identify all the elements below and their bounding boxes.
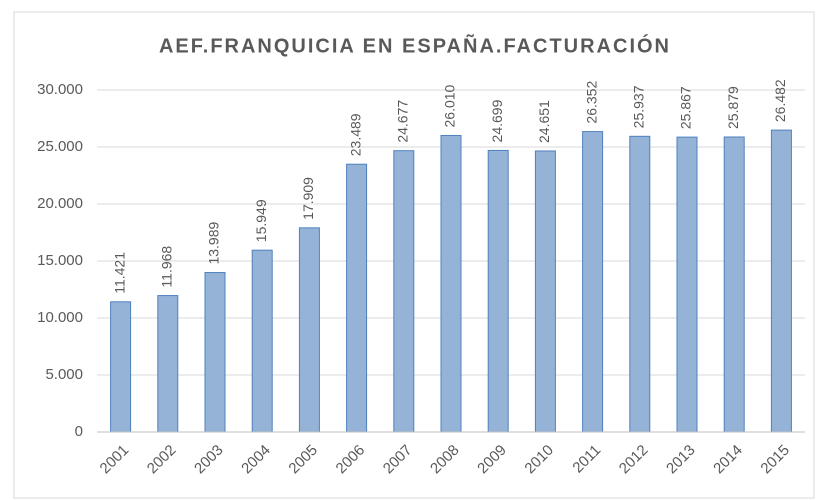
data-label: 26.010 — [442, 84, 458, 127]
data-label: 26.482 — [772, 79, 788, 122]
y-tick-label: 0 — [75, 423, 83, 440]
bar — [487, 149, 509, 433]
chart-title: AEF.FRANQUICIA EN ESPAÑA.FACTURACIÓN — [159, 33, 671, 57]
bar — [629, 135, 651, 433]
bar — [723, 136, 745, 433]
data-label: 24.677 — [395, 100, 411, 143]
data-label: 24.651 — [536, 100, 552, 143]
data-label: 25.937 — [631, 85, 647, 128]
y-tick-label: 30.000 — [37, 81, 83, 98]
data-label: 17.909 — [300, 177, 316, 220]
bar — [676, 136, 698, 433]
y-tick-label: 5.000 — [45, 366, 83, 383]
data-label: 15.949 — [253, 199, 269, 242]
data-label: 11.421 — [111, 252, 127, 294]
data-label: 25.867 — [678, 86, 694, 129]
y-tick-label: 20.000 — [37, 195, 83, 212]
data-label: 23.489 — [347, 113, 363, 156]
bar — [582, 131, 604, 433]
y-tick-label: 15.000 — [37, 252, 83, 269]
data-label: 13.989 — [206, 221, 222, 264]
bar — [346, 163, 368, 433]
data-label: 25.879 — [725, 86, 741, 129]
data-label: 24.699 — [489, 99, 505, 142]
bar — [157, 295, 179, 433]
bar — [251, 249, 273, 433]
bar — [298, 227, 320, 433]
bar — [110, 301, 132, 433]
bar — [393, 150, 415, 433]
data-label: 11.968 — [159, 246, 175, 288]
data-label: 26.352 — [583, 81, 599, 124]
bar — [440, 134, 462, 433]
y-tick-label: 10.000 — [37, 309, 83, 326]
y-tick-label: 25.000 — [37, 138, 83, 155]
bar — [534, 150, 556, 433]
bar — [770, 129, 792, 433]
bar — [204, 272, 226, 433]
